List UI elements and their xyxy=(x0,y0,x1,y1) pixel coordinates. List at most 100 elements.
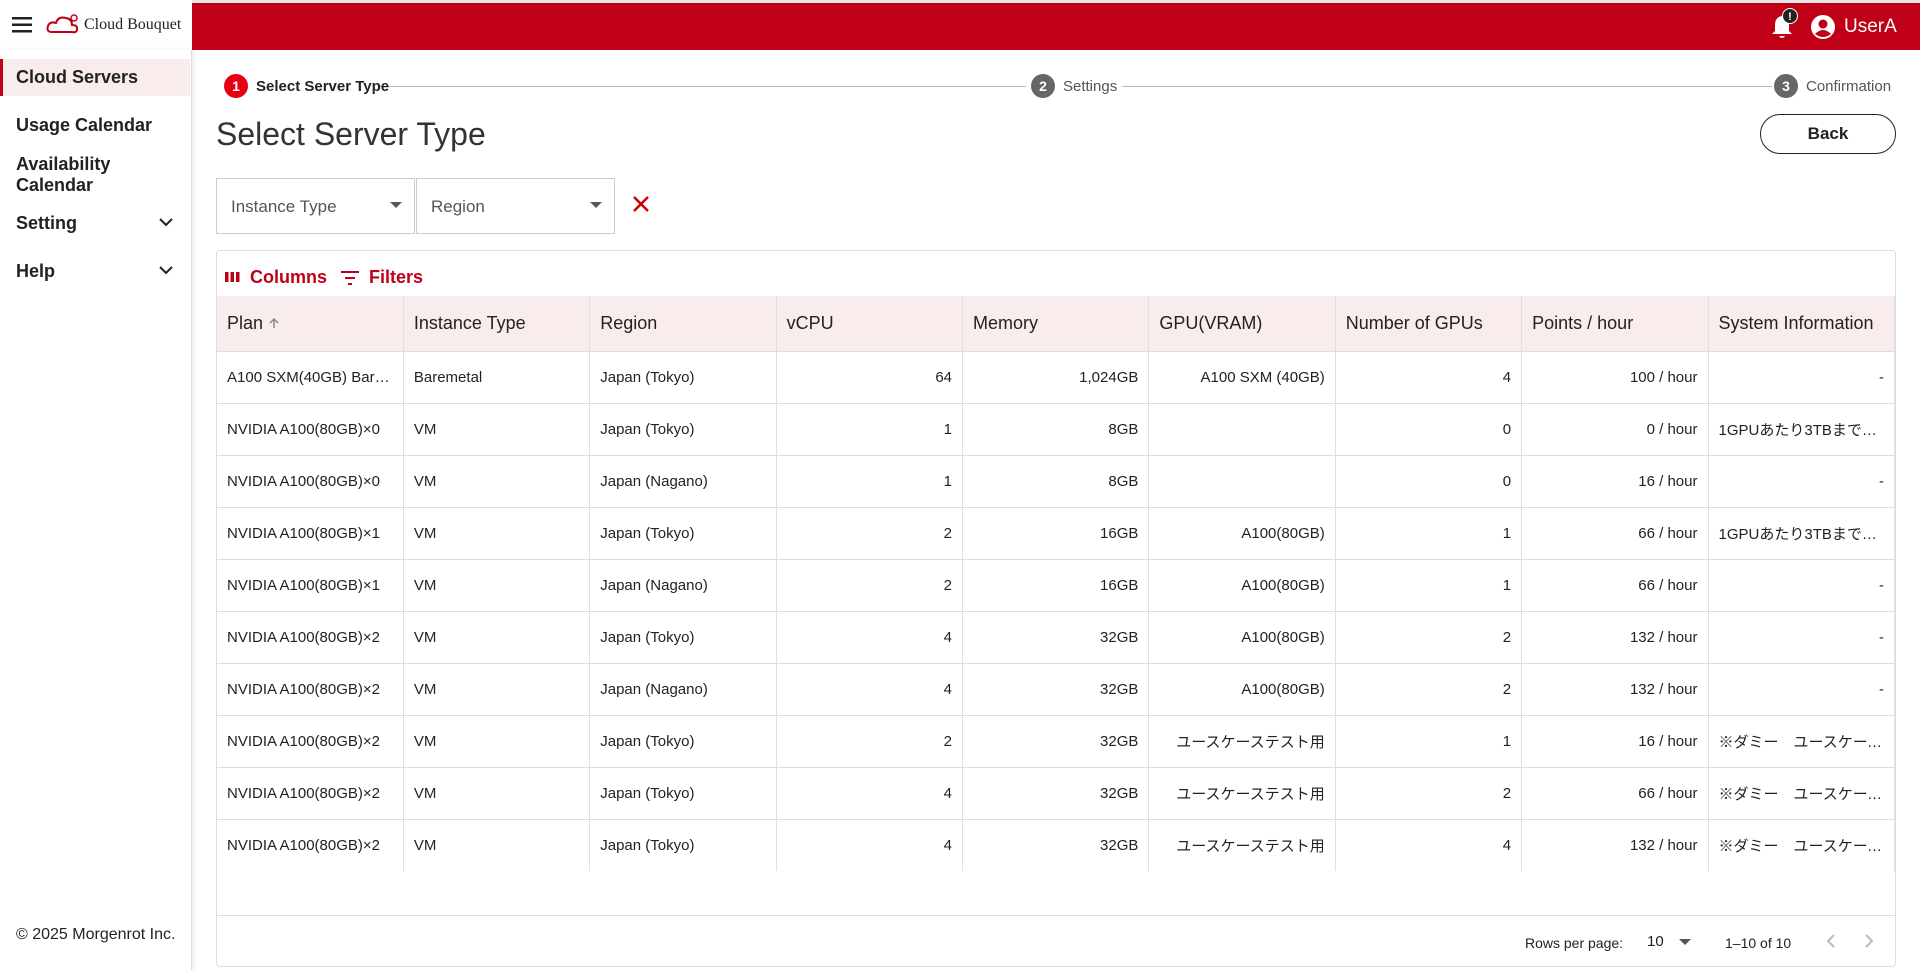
table-row: NVIDIA A100(80GB)×0 VM Japan (Nagano) 1 8GB 0… xyxy=(217,454,1895,507)
table-cell: Japan (Nagano) xyxy=(589,662,777,715)
page-title: Select Server Type xyxy=(216,116,486,152)
table-cell: 100 / hour xyxy=(1521,350,1709,403)
table-cell: VM xyxy=(403,454,591,507)
column-header[interactable]: Plan xyxy=(217,296,404,351)
table-cell: VM xyxy=(403,506,591,559)
clear-button[interactable] xyxy=(632,195,650,213)
table-cell: VM xyxy=(403,558,591,611)
table-cell: 0 xyxy=(1335,454,1523,507)
columns-icon xyxy=(225,272,240,282)
table-cell: VM xyxy=(403,610,591,663)
table-row: NVIDIA A100(80GB)×2 VM Japan (Tokyo) 2 32GB ユ… xyxy=(217,714,1895,767)
server-table: Plan Instance Type Region vCPU Memory GPU(VR… xyxy=(217,296,1895,871)
table-cell: 4 xyxy=(776,610,964,663)
step-number: 2 xyxy=(1031,74,1055,98)
table-cell: 16 / hour xyxy=(1521,714,1709,767)
sidebar: Cloud Servers Usage Calendar Availabilit… xyxy=(0,50,192,970)
select-label: Instance Type xyxy=(231,197,337,216)
step-connector xyxy=(380,86,1026,87)
nav-item[interactable]: Setting xyxy=(16,213,77,233)
column-header[interactable]: Points / hour xyxy=(1521,296,1709,351)
prev-page[interactable] xyxy=(1825,933,1837,949)
table-cell: Japan (Nagano) xyxy=(589,558,777,611)
table-cell: - xyxy=(1708,558,1895,611)
table-cell: 66 / hour xyxy=(1521,506,1709,559)
region-select[interactable]: Region xyxy=(416,178,615,234)
table-cell: 0 / hour xyxy=(1521,402,1709,455)
table-cell: 2 xyxy=(776,506,964,559)
table-cell: 32GB xyxy=(962,714,1150,767)
sort-icon xyxy=(269,317,279,328)
column-header[interactable]: Memory xyxy=(962,296,1150,351)
copyright: © 2025 Morgenrot Inc. xyxy=(16,926,176,943)
column-header[interactable]: System Information xyxy=(1708,296,1895,351)
table-cell: VM xyxy=(403,714,591,767)
column-header[interactable]: Region xyxy=(589,296,777,351)
table-cell: ユースケーステスト用 xyxy=(1148,818,1336,871)
table-cell: Baremetal xyxy=(403,350,591,403)
step-label: Confirmation xyxy=(1806,78,1892,95)
table-cell: NVIDIA A100(80GB)×2 xyxy=(217,662,404,715)
columns-button[interactable]: Columns xyxy=(250,267,328,287)
column-header[interactable]: GPU(VRAM) xyxy=(1148,296,1336,351)
table-cell: 16 / hour xyxy=(1521,454,1709,507)
table-cell xyxy=(1148,402,1336,455)
instance-type-select[interactable]: Instance Type xyxy=(216,178,415,234)
nav-item[interactable]: Help xyxy=(16,261,56,281)
table-cell: Japan (Tokyo) xyxy=(589,766,777,819)
logo-text: Cloud Bouquet xyxy=(84,16,182,33)
page-range: 1–10 of 10 xyxy=(1725,935,1792,951)
table-cell: 1GPUあたり3TBまでの… xyxy=(1708,506,1895,559)
table-cell: - xyxy=(1708,610,1895,663)
table-cell: 64 xyxy=(776,350,964,403)
table-cell: 1GPUあたり3TBまでの… xyxy=(1708,402,1895,455)
table-cell: VM xyxy=(403,766,591,819)
menu-icon[interactable] xyxy=(12,15,34,35)
table-cell: Japan (Tokyo) xyxy=(589,506,777,559)
rows-per-page-select[interactable]: 10 xyxy=(1647,933,1664,950)
table-cell: 1 xyxy=(776,402,964,455)
table-cell: NVIDIA A100(80GB)×1 xyxy=(217,506,404,559)
table-cell: 16GB xyxy=(962,558,1150,611)
table-cell: Japan (Tokyo) xyxy=(589,714,777,767)
table-cell: 2 xyxy=(1335,662,1523,715)
table-cell: 4 xyxy=(776,818,964,871)
footer-divider xyxy=(217,915,1895,916)
nav-item[interactable]: Cloud Servers xyxy=(0,59,190,96)
filters-button[interactable]: Filters xyxy=(369,267,424,287)
user-icon[interactable] xyxy=(1810,14,1836,40)
filters-icon xyxy=(341,271,359,285)
notification-badge: ! xyxy=(1782,8,1798,24)
expand-icon[interactable] xyxy=(158,216,174,228)
user-name[interactable]: UserA xyxy=(1844,16,1897,37)
back-button[interactable]: Back xyxy=(1760,114,1896,154)
table-cell: 132 / hour xyxy=(1521,610,1709,663)
select-label: Region xyxy=(431,197,485,216)
nav-item[interactable]: Availability Calendar xyxy=(16,154,111,195)
logo-area: Cloud Bouquet xyxy=(0,0,192,50)
table-row: NVIDIA A100(80GB)×2 VM Japan (Tokyo) 4 32GB ユ… xyxy=(217,766,1895,819)
nav-item[interactable]: Usage Calendar xyxy=(16,115,153,135)
column-header[interactable]: Number of GPUs xyxy=(1335,296,1523,351)
table-cell: A100(80GB) xyxy=(1148,662,1336,715)
table-cell: 16GB xyxy=(962,506,1150,559)
table-cell: 4 xyxy=(1335,818,1523,871)
table-cell: A100(80GB) xyxy=(1148,610,1336,663)
table-cell: A100 SXM (40GB) xyxy=(1148,350,1336,403)
next-page[interactable] xyxy=(1863,933,1875,949)
table-cell: A100(80GB) xyxy=(1148,506,1336,559)
table-row: NVIDIA A100(80GB)×2 VM Japan (Nagano) 4 32GB… xyxy=(217,662,1895,715)
table-cell: 1 xyxy=(776,454,964,507)
table-cell: Japan (Nagano) xyxy=(589,454,777,507)
table-row: NVIDIA A100(80GB)×1 VM Japan (Tokyo) 2 16GB A… xyxy=(217,506,1895,559)
table-cell: 1 xyxy=(1335,714,1523,767)
table-cell: ※ダミー ユースケース… xyxy=(1708,766,1895,819)
expand-icon[interactable] xyxy=(158,264,174,276)
table-cell: 1 xyxy=(1335,558,1523,611)
table-cell: VM xyxy=(403,662,591,715)
column-header[interactable]: vCPU xyxy=(776,296,964,351)
column-header[interactable]: Instance Type xyxy=(403,296,591,351)
table-cell: 8GB xyxy=(962,454,1150,507)
table-cell: 32GB xyxy=(962,766,1150,819)
step-label: Select Server Type xyxy=(256,78,390,95)
